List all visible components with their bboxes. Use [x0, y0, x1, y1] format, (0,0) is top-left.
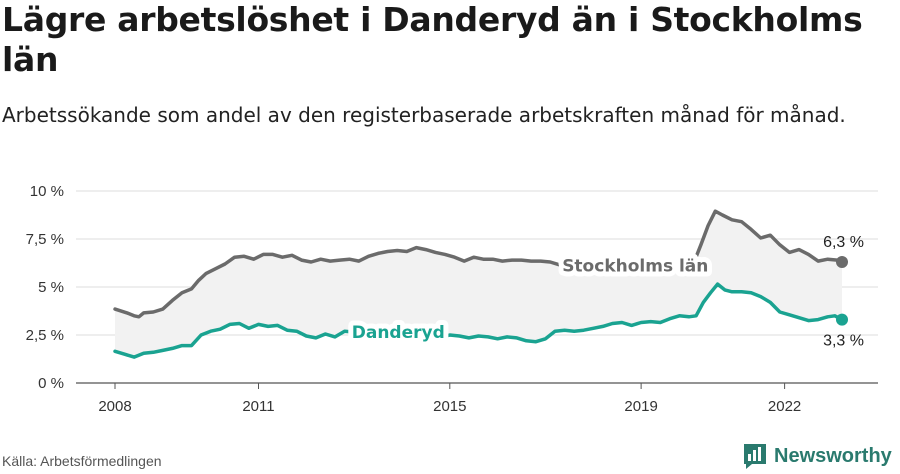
- danderyd-line: [113, 282, 844, 359]
- brand-name: Newsworthy: [774, 444, 892, 467]
- chart-title: Lägre arbetslöshet i Danderyd än i Stock…: [2, 0, 863, 79]
- x-tick-label: 2011: [242, 398, 274, 415]
- x-tick-label: 2015: [433, 398, 466, 415]
- stockholm-label-halo: Stockholms län: [562, 256, 708, 276]
- stockholm-end-label: 6,3 %: [823, 234, 864, 251]
- newsworthy-logo-icon: [744, 444, 766, 469]
- y-tick-label: 0 %: [38, 375, 64, 392]
- stockholm-line: [113, 209, 844, 319]
- x-tick-label: 2022: [768, 398, 801, 415]
- newsworthy-brand: Newsworthy: [742, 441, 892, 471]
- stockholm-end-point: [836, 256, 848, 269]
- danderyd-end-point: [836, 313, 848, 326]
- danderyd-end-label: 3,3 %: [823, 333, 864, 350]
- gap-band: [115, 211, 842, 358]
- x-tick-label: 2008: [98, 398, 131, 415]
- y-tick-label: 5 %: [38, 279, 64, 296]
- source-note: Källa: Arbetsförmedlingen: [2, 453, 162, 469]
- danderyd-label-halo: Danderyd: [352, 323, 445, 343]
- y-tick-label: 7,5 %: [26, 231, 64, 248]
- chart-subtitle: Arbetssökande som andel av den registerb…: [2, 103, 846, 127]
- stockholm-series-label: Stockholms län: [562, 256, 708, 276]
- y-tick-label: 2,5 %: [26, 327, 64, 344]
- danderyd-series-label: Danderyd: [352, 323, 445, 343]
- x-tick-label: 2019: [624, 398, 657, 415]
- y-tick-label: 10 %: [30, 183, 64, 200]
